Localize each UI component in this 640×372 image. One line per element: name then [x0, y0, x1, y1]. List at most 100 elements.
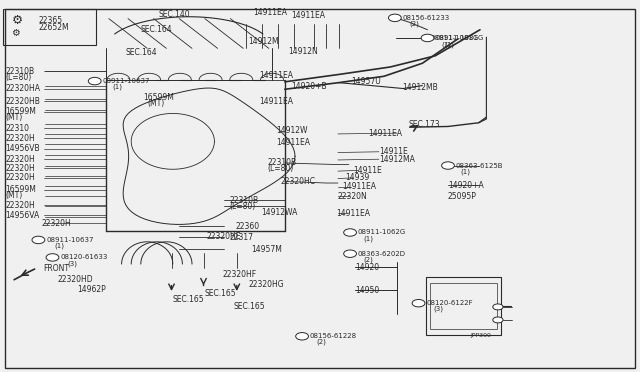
Text: N: N — [92, 78, 97, 84]
Text: (3): (3) — [67, 260, 77, 267]
Text: (MT): (MT) — [147, 99, 164, 108]
Text: 25095P: 25095P — [448, 192, 477, 201]
Text: ⚙: ⚙ — [12, 14, 23, 27]
Text: (2): (2) — [364, 256, 373, 263]
Text: (2): (2) — [410, 20, 419, 27]
Text: 22320N: 22320N — [338, 192, 367, 201]
Text: 08120-61633: 08120-61633 — [60, 254, 108, 260]
Text: 22310B: 22310B — [268, 158, 297, 167]
Bar — [426, 277, 501, 335]
Text: (L=80): (L=80) — [5, 73, 31, 82]
Text: (L=80): (L=80) — [229, 202, 255, 211]
Text: S: S — [348, 251, 352, 256]
Text: 14962P: 14962P — [77, 285, 106, 294]
Text: 14939: 14939 — [346, 173, 370, 182]
Bar — [430, 283, 497, 329]
Text: 08363-6202D: 08363-6202D — [357, 251, 405, 257]
Text: (3): (3) — [433, 306, 444, 312]
Text: N: N — [348, 230, 353, 235]
Text: 14912M: 14912M — [248, 37, 279, 46]
Text: SEC.164: SEC.164 — [125, 48, 157, 57]
Text: 22320H: 22320H — [5, 201, 35, 210]
Text: JPP300: JPP300 — [470, 333, 492, 338]
Text: SEC.140: SEC.140 — [159, 10, 190, 19]
Text: 16599M: 16599M — [5, 107, 36, 116]
Text: 22320HB: 22320HB — [5, 97, 40, 106]
Text: ⚙: ⚙ — [12, 28, 20, 38]
Text: 22320H: 22320H — [5, 164, 35, 173]
Text: 14950: 14950 — [355, 286, 380, 295]
Text: 14920+A: 14920+A — [448, 181, 484, 190]
Text: 16599M: 16599M — [5, 185, 36, 194]
Text: (1): (1) — [54, 243, 65, 249]
Text: 22310: 22310 — [5, 124, 29, 133]
Text: SEC.173: SEC.173 — [408, 120, 440, 129]
Text: 22310B: 22310B — [229, 196, 259, 205]
Text: B: B — [300, 334, 304, 339]
Text: 14957M: 14957M — [251, 245, 282, 254]
Text: 08363-6125B: 08363-6125B — [456, 163, 503, 169]
Text: 14911EA: 14911EA — [336, 209, 370, 218]
Text: 16599M: 16599M — [143, 93, 174, 102]
Text: 14911EA: 14911EA — [291, 11, 325, 20]
Text: 14911EA: 14911EA — [342, 182, 376, 191]
Text: 22320HE: 22320HE — [206, 232, 241, 241]
Circle shape — [32, 236, 45, 244]
Text: 08911-1062G: 08911-1062G — [357, 230, 405, 235]
Text: (MT): (MT) — [5, 113, 22, 122]
Bar — [3, 9, 96, 45]
Text: (MT): (MT) — [5, 191, 22, 200]
Text: (1): (1) — [364, 235, 374, 242]
Text: 08120-6122F: 08120-6122F — [426, 300, 473, 306]
Text: SEC.165: SEC.165 — [234, 302, 265, 311]
Circle shape — [344, 229, 356, 236]
Text: B: B — [51, 255, 54, 260]
Text: SEC.165: SEC.165 — [173, 295, 204, 304]
Text: FRONT: FRONT — [44, 264, 70, 273]
Text: (1): (1) — [112, 84, 122, 90]
Text: 14912WA: 14912WA — [261, 208, 298, 217]
Text: (L=80): (L=80) — [268, 164, 294, 173]
Text: 22360: 22360 — [236, 222, 260, 231]
Text: 14920: 14920 — [355, 263, 380, 272]
Text: 22320HG: 22320HG — [248, 280, 284, 289]
Text: 14956VA: 14956VA — [5, 211, 40, 219]
Text: 22320HD: 22320HD — [58, 275, 93, 284]
Circle shape — [493, 304, 503, 310]
Text: 08156-61233: 08156-61233 — [403, 15, 450, 21]
Text: 08156-61228: 08156-61228 — [310, 333, 357, 339]
Circle shape — [412, 299, 425, 307]
Text: 22320HA: 22320HA — [5, 84, 40, 93]
Text: N: N — [425, 35, 430, 41]
Text: 14911EA: 14911EA — [368, 129, 402, 138]
Text: 22320H: 22320H — [42, 219, 71, 228]
Text: SEC.164: SEC.164 — [141, 25, 172, 34]
Text: 14911E: 14911E — [353, 166, 382, 175]
Text: 14911E: 14911E — [379, 147, 408, 156]
Text: (1): (1) — [445, 41, 455, 48]
Circle shape — [421, 34, 434, 42]
Circle shape — [493, 317, 503, 323]
Text: 14920+B: 14920+B — [291, 82, 327, 91]
Text: 14911EA: 14911EA — [259, 71, 293, 80]
Text: 08911-1081G: 08911-1081G — [430, 35, 479, 41]
Text: 22320H: 22320H — [5, 173, 35, 182]
Text: 22652M: 22652M — [38, 23, 69, 32]
Text: (1): (1) — [461, 168, 471, 175]
Circle shape — [46, 254, 59, 261]
Text: 22310B: 22310B — [5, 67, 35, 76]
Text: S: S — [446, 163, 450, 168]
Circle shape — [344, 250, 356, 257]
Text: (1): (1) — [442, 41, 452, 48]
Text: 14911EA: 14911EA — [259, 97, 293, 106]
Text: B: B — [393, 15, 397, 20]
Text: SEC.165: SEC.165 — [205, 289, 236, 298]
Text: (2): (2) — [316, 339, 326, 346]
Circle shape — [442, 162, 454, 169]
Text: 14912MB: 14912MB — [402, 83, 438, 92]
Text: 14911EA: 14911EA — [276, 138, 310, 147]
Text: 22320H: 22320H — [5, 134, 35, 143]
Text: 14912W: 14912W — [276, 126, 308, 135]
Text: 14911EA: 14911EA — [253, 8, 287, 17]
Circle shape — [296, 333, 308, 340]
